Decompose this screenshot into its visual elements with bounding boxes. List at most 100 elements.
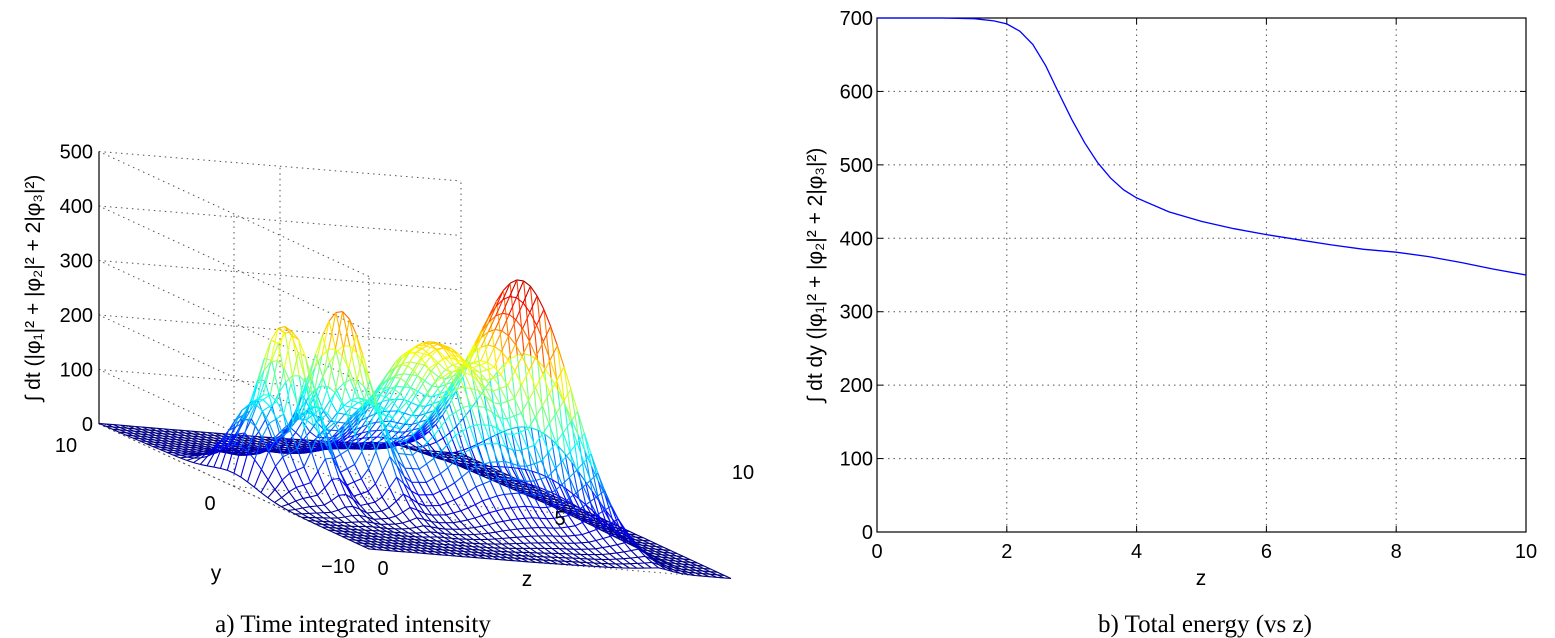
mesh-segment: [186, 457, 195, 461]
mesh-segment: [359, 505, 368, 514]
mesh-segment: [311, 405, 319, 408]
mesh-segment: [335, 348, 343, 357]
mesh-segment: [344, 506, 353, 516]
mesh-segment: [361, 416, 369, 428]
mesh-segment: [432, 393, 440, 398]
mesh-segment: [507, 398, 515, 402]
mesh-segment: [321, 526, 329, 531]
mesh-segment: [289, 445, 297, 451]
mesh-segment: [555, 432, 564, 444]
mesh-segment: [275, 439, 284, 458]
mesh-segment: [429, 536, 437, 542]
mesh-segment: [338, 478, 347, 495]
mesh-segment: [497, 443, 506, 462]
mesh-segment: [309, 431, 318, 438]
mesh-segment: [522, 302, 531, 313]
mesh-segment: [551, 548, 560, 554]
mesh-segment: [470, 447, 479, 466]
mesh-segment: [587, 554, 595, 560]
mesh-segment: [373, 522, 381, 529]
mesh-segment: [447, 460, 456, 469]
mesh-segment: [403, 483, 412, 499]
mesh-segment: [410, 490, 419, 496]
mesh-segment: [530, 355, 538, 361]
mesh-segment: [492, 558, 500, 561]
mesh-segment: [166, 451, 174, 456]
mesh-segment: [498, 475, 507, 487]
mesh-segment: [381, 510, 389, 519]
mesh-segment: [367, 483, 376, 492]
mesh-segment: [605, 509, 613, 520]
mesh-segment: [254, 425, 263, 438]
mesh-segment: [362, 441, 371, 444]
mesh-segment: [338, 478, 347, 487]
mesh-segment: [240, 476, 248, 483]
mesh-segment: [489, 495, 498, 500]
mesh-segment: [537, 547, 545, 554]
mesh-segment: [448, 388, 457, 395]
mesh-segment: [511, 477, 520, 481]
mesh-segment: [474, 514, 483, 519]
mesh-segment: [506, 418, 514, 435]
mesh-segment: [334, 392, 343, 404]
mesh-segment: [469, 409, 478, 445]
mesh-segment: [255, 404, 263, 412]
mesh-segment: [352, 506, 360, 516]
mesh-segment: [510, 428, 519, 469]
mesh-segment: [521, 356, 530, 372]
mesh-segment: [229, 433, 237, 444]
mesh-segment: [362, 364, 372, 397]
mesh-segment: [484, 406, 493, 413]
mesh-segment: [410, 402, 419, 407]
mesh-segment: [226, 444, 236, 471]
mesh-segment: [496, 508, 504, 512]
mesh-segment: [473, 362, 481, 366]
mesh-segment: [235, 414, 243, 421]
mesh-segment: [567, 526, 576, 536]
mesh-segment: [215, 445, 223, 449]
mesh-segment: [339, 470, 347, 487]
mesh-segment: [424, 512, 432, 522]
mesh-segment: [112, 428, 120, 433]
mesh-segment: [495, 299, 504, 307]
mesh-segment: [491, 425, 500, 430]
mesh-segment: [287, 509, 296, 515]
mesh-segment: [262, 410, 270, 424]
mesh-segment: [378, 406, 386, 411]
mesh-segment: [602, 545, 610, 549]
mesh-segment: [513, 384, 523, 399]
mesh-segment: [407, 365, 415, 372]
mesh-segment: [701, 575, 710, 578]
mesh-segment: [353, 493, 362, 497]
mesh-segment: [430, 521, 439, 529]
mesh-segment: [385, 401, 394, 411]
mesh-segment: [623, 542, 632, 551]
mesh-segment: [403, 476, 412, 483]
mesh-segment: [513, 412, 522, 417]
mesh-segment: [139, 440, 147, 445]
mesh-segment: [597, 473, 606, 491]
mesh-segment: [248, 419, 256, 427]
mesh-segment: [397, 460, 406, 469]
mesh-segment: [489, 510, 497, 514]
mesh-segment: [375, 432, 384, 452]
mesh-segment: [512, 463, 520, 467]
mesh-segment: [282, 451, 291, 454]
mesh-segment: [254, 459, 262, 470]
mesh-segment: [430, 526, 438, 534]
y-tick-label: 0: [204, 493, 215, 515]
mesh-segment: [510, 518, 518, 521]
mesh-segment: [344, 413, 352, 417]
mesh-segment: [709, 576, 717, 578]
mesh-segment: [480, 533, 489, 540]
mesh-segment: [302, 507, 310, 514]
mesh-segment: [448, 554, 456, 557]
mesh-segment: [361, 451, 370, 469]
mesh-segment: [442, 414, 451, 434]
mesh-segment: [447, 443, 456, 462]
mesh-segment: [420, 404, 428, 420]
mesh-segment: [630, 557, 638, 564]
mesh-segment: [561, 498, 570, 505]
mesh-segment: [368, 421, 377, 432]
mesh-segment: [416, 362, 425, 366]
